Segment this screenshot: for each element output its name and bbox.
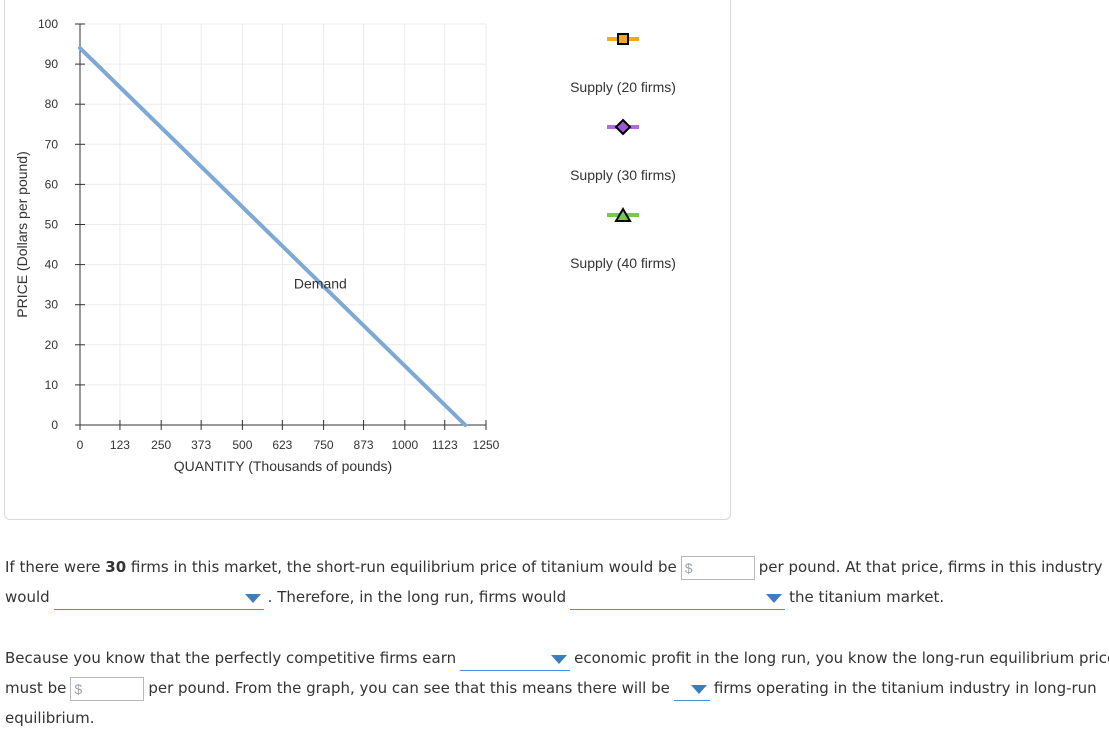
x-tick-label: 623	[272, 438, 292, 452]
x-tick-label: 1250	[473, 438, 500, 452]
question-2-line-3: equilibrium.	[5, 709, 95, 727]
profit-status-dropdown[interactable]	[53, 585, 264, 610]
y-tick-label: 100	[38, 17, 58, 31]
text: would	[5, 588, 50, 606]
square-marker-icon[interactable]	[605, 29, 641, 49]
y-tick-label: 20	[45, 338, 59, 352]
text: must be	[5, 679, 67, 697]
entry-exit-dropdown[interactable]	[570, 585, 786, 610]
question-2-line-1: Because you know that the perfectly comp…	[5, 643, 1109, 673]
triangle-marker-icon[interactable]	[605, 205, 641, 225]
y-tick-label: 90	[45, 57, 59, 71]
chevron-down-icon	[690, 685, 707, 694]
firm-count-dropdown[interactable]	[673, 676, 710, 701]
long-run-profit-dropdown[interactable]	[460, 646, 571, 671]
x-tick-label: 123	[110, 438, 130, 452]
legend-label: Supply (30 firms)	[570, 167, 676, 183]
chevron-down-icon	[551, 655, 568, 664]
y-tick-label: 30	[45, 298, 59, 312]
question-2-line-2: must be $ per pound. From the graph, you c…	[5, 673, 1109, 703]
text: per pound. From the graph, you can see t…	[148, 679, 670, 697]
x-tick-label: 500	[232, 438, 252, 452]
x-tick-label: 373	[191, 438, 211, 452]
x-tick-label: 873	[354, 438, 374, 452]
y-axis-label: PRICE (Dollars per pound)	[14, 151, 30, 318]
demand-line	[78, 46, 468, 427]
text: . Therefore, in the long run, firms woul…	[267, 588, 567, 606]
x-tick-label: 250	[151, 438, 171, 452]
y-tick-label: 80	[45, 97, 59, 111]
question-1-line-1: If there were 30 firms in this market, t…	[5, 552, 1109, 582]
text: per pound. At that price, firms in this …	[758, 558, 1103, 576]
question-1: If there were 30 firms in this market, t…	[5, 552, 1109, 612]
long-run-price-input[interactable]: $	[70, 676, 145, 701]
text: firms in this market, the short-run equi…	[126, 558, 677, 576]
text: Because you know that the perfectly comp…	[5, 649, 457, 667]
y-tick-label: 60	[45, 177, 59, 191]
diamond-marker-icon[interactable]	[605, 117, 641, 137]
y-tick-label: 70	[45, 137, 59, 151]
legend-item-supply-40[interactable]: Supply (40 firms)	[553, 205, 693, 293]
text: the titanium market.	[789, 588, 945, 606]
legend-label: Supply (20 firms)	[570, 79, 676, 95]
x-tick-label: 1123	[432, 438, 458, 452]
text: If there were	[5, 558, 106, 576]
chevron-down-icon	[244, 594, 261, 603]
x-tick-label: 1000	[391, 438, 418, 452]
text: firms operating in the titanium industry…	[713, 679, 1097, 697]
text: economic profit in the long run, you kno…	[574, 649, 1109, 667]
demand-label: Demand	[294, 276, 347, 292]
legend-item-supply-30[interactable]: Supply (30 firms)	[553, 117, 693, 205]
x-tick-label: 0	[77, 438, 84, 452]
y-tick-label: 0	[51, 418, 58, 432]
question-2: Because you know that the perfectly comp…	[5, 643, 1109, 733]
legend-item-supply-20[interactable]: Supply (20 firms)	[553, 29, 693, 117]
x-tick-label: 750	[314, 438, 334, 452]
x-axis-label: QUANTITY (Thousands of pounds)	[174, 458, 392, 474]
question-1-line-2: would . Therefore, in the long run, firms…	[5, 582, 1109, 612]
chevron-down-icon	[766, 594, 783, 603]
graph-panel: 0 10 20 30 40 50 60 70 80 90 100 0 123 250 373 500 623 75…	[4, 0, 731, 520]
y-tick-label: 50	[45, 218, 59, 232]
short-run-price-input[interactable]: $	[680, 555, 755, 580]
legend: Supply (20 firms) Supply (30 firms) Supp…	[553, 29, 693, 293]
y-tick-label: 10	[45, 378, 59, 392]
firms-count: 30	[105, 558, 127, 576]
legend-label: Supply (40 firms)	[570, 255, 676, 271]
y-tick-label: 40	[45, 258, 59, 272]
